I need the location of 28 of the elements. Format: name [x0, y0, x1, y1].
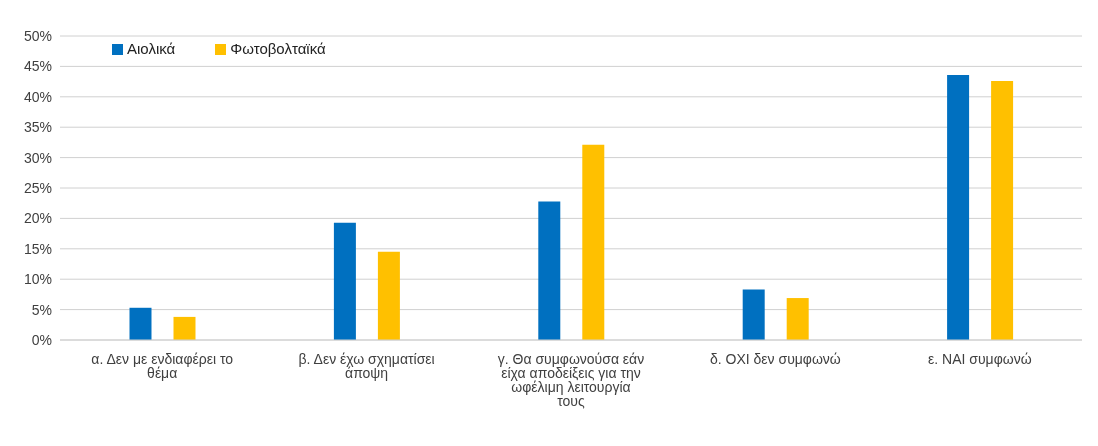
y-tick-label: 10%: [23, 271, 52, 288]
y-tick-label: 15%: [23, 240, 52, 257]
bar: [129, 307, 152, 340]
bar: [173, 316, 196, 340]
y-tick-label: 0%: [31, 331, 52, 348]
bar: [991, 80, 1014, 340]
bar: [333, 222, 356, 340]
y-tick-label: 50%: [23, 27, 52, 44]
bar: [582, 144, 605, 340]
y-tick-label: 45%: [23, 58, 52, 75]
y-tick-label: 35%: [23, 119, 52, 136]
x-tick-label: δ. ΟΧΙ δεν συμφωνώ: [709, 350, 841, 367]
y-tick-label: 20%: [23, 210, 52, 227]
y-tick-label: 40%: [23, 88, 52, 105]
x-tick-label: γ. Θα συμφωνούσα εάν είχα αποδείξεις για την ωφέλιμη λειτουργία τους: [497, 350, 645, 409]
y-tick-label: 5%: [31, 301, 52, 318]
bar: [786, 298, 809, 340]
y-tick-label: 30%: [23, 149, 52, 166]
bar: [377, 251, 400, 340]
x-tick-label: β. Δεν έχω σχηματίσει άποψη: [298, 350, 435, 381]
legend-label: Φωτοβολταϊκά: [230, 40, 326, 57]
legend-label: Αιολικά: [127, 40, 176, 57]
x-tick-label: α. Δεν με ενδιαφέρει το θέμα: [91, 350, 234, 381]
y-tick-label: 25%: [23, 179, 52, 196]
x-tick-label: ε. ΝΑΙ συμφωνώ: [928, 350, 1032, 367]
bar: [947, 74, 970, 340]
bar: [538, 201, 561, 340]
bar: [742, 289, 765, 340]
